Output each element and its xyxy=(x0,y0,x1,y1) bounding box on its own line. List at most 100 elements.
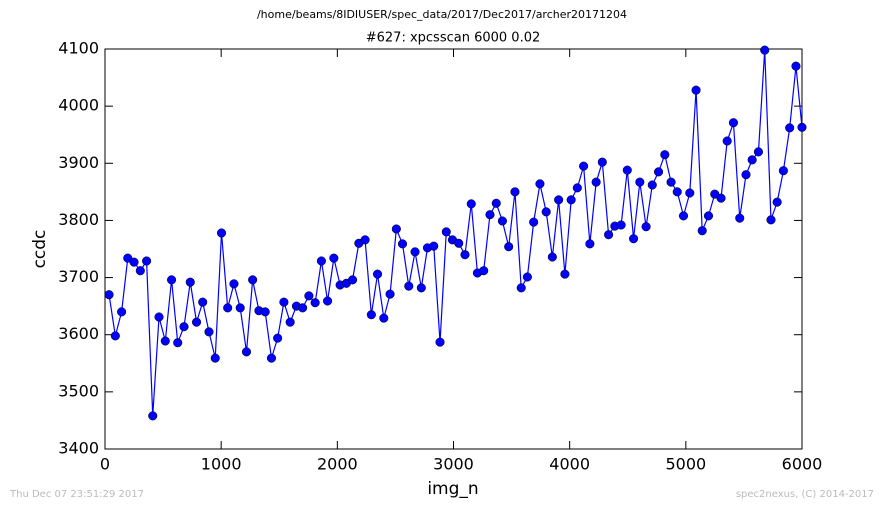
data-point xyxy=(672,187,682,197)
data-point xyxy=(722,136,732,146)
y-tick-label: 3600 xyxy=(58,324,99,343)
header: /home/beams/8IDIUSER/spec_data/2017/Dec2… xyxy=(257,8,627,21)
x-tick-label: 4000 xyxy=(549,455,590,474)
data-point xyxy=(703,211,714,221)
y-axis-label: ccdc xyxy=(30,230,50,269)
data-point xyxy=(566,195,576,205)
data-point xyxy=(510,187,520,197)
data-point xyxy=(491,198,501,208)
x-tick-label: 2000 xyxy=(317,455,358,474)
data-point xyxy=(304,291,314,301)
data-point xyxy=(179,322,189,332)
data-point xyxy=(397,239,408,249)
data-point xyxy=(691,85,701,95)
data-point xyxy=(266,353,277,363)
data-point xyxy=(135,266,145,276)
data-point xyxy=(260,307,270,317)
data-point xyxy=(110,331,120,341)
data-point xyxy=(329,253,339,263)
data-point xyxy=(653,167,664,177)
data-point xyxy=(104,290,114,300)
data-point xyxy=(316,256,326,266)
data-point xyxy=(185,277,195,287)
y-tick-label: 3500 xyxy=(58,381,99,400)
data-point xyxy=(241,347,252,357)
x-tick-label: 3000 xyxy=(433,455,474,474)
data-point xyxy=(385,289,395,299)
y-tick-label: 3900 xyxy=(58,153,99,172)
data-point xyxy=(279,297,289,307)
data-point xyxy=(117,307,127,317)
data-point xyxy=(216,228,227,238)
data-point xyxy=(797,122,807,132)
data-point xyxy=(616,220,626,230)
data-point xyxy=(716,193,726,203)
data-point xyxy=(204,327,214,337)
data-point xyxy=(198,297,208,307)
x-tick-label: 1000 xyxy=(201,455,242,474)
data-point xyxy=(529,217,539,227)
data-point xyxy=(647,180,657,190)
data-point xyxy=(554,195,564,205)
data-point xyxy=(535,179,545,189)
data-point xyxy=(516,283,526,293)
x-tick-label: 0 xyxy=(100,455,110,474)
y-tick-label: 4000 xyxy=(58,96,99,115)
data-point xyxy=(416,283,426,293)
x-tick-label: 6000 xyxy=(782,455,823,474)
data-point xyxy=(766,215,776,225)
data-point xyxy=(547,252,557,262)
credit: spec2nexus, (C) 2014-2017 xyxy=(736,489,874,500)
data-point xyxy=(760,45,770,55)
data-point xyxy=(441,227,451,237)
data-point xyxy=(435,337,445,347)
data-point xyxy=(497,216,507,226)
data-point xyxy=(148,411,158,421)
data-point xyxy=(466,199,476,209)
data-point xyxy=(597,157,607,167)
data-point xyxy=(504,242,514,252)
data-point xyxy=(666,177,676,187)
data-point xyxy=(391,224,401,234)
data-point xyxy=(460,250,470,260)
data-point xyxy=(273,333,283,343)
data-point xyxy=(753,147,763,157)
data-point xyxy=(678,211,689,221)
data-point xyxy=(572,183,582,193)
data-point xyxy=(560,269,570,279)
data-point xyxy=(160,336,170,346)
data-point xyxy=(142,256,152,266)
data-point xyxy=(191,317,202,327)
data-point xyxy=(747,155,757,165)
x-tick-label: 5000 xyxy=(665,455,706,474)
data-point xyxy=(685,188,695,198)
data-point xyxy=(404,281,414,291)
data-point xyxy=(622,165,632,175)
data-point xyxy=(454,238,464,248)
data-point xyxy=(248,275,258,285)
y-tick-label: 3700 xyxy=(58,267,99,286)
data-point xyxy=(741,170,751,180)
y-tick-label: 3400 xyxy=(58,439,99,458)
data-point xyxy=(585,239,595,249)
data-point xyxy=(522,272,532,282)
data-point xyxy=(235,303,245,313)
data-point xyxy=(167,275,177,285)
data-point xyxy=(735,213,745,223)
data-point xyxy=(129,257,139,267)
data-point xyxy=(635,177,645,187)
data-point xyxy=(541,207,551,217)
y-tick-label: 3800 xyxy=(58,210,99,229)
data-point xyxy=(485,210,495,220)
data-point xyxy=(641,222,651,232)
data-point xyxy=(210,353,220,363)
data-point xyxy=(285,317,295,327)
data-point xyxy=(604,230,614,240)
data-point xyxy=(772,197,782,207)
data-point xyxy=(379,313,389,323)
data-point xyxy=(697,226,707,236)
data-point xyxy=(298,303,308,313)
data-point xyxy=(310,298,320,308)
chart-title: #627: xpcsscan 6000 0.02 xyxy=(366,31,541,46)
